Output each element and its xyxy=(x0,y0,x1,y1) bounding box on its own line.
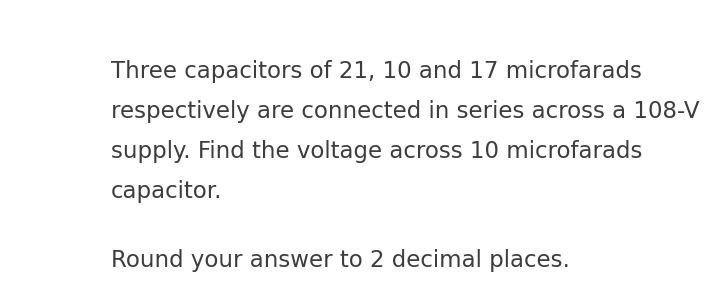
Text: Round your answer to 2 decimal places.: Round your answer to 2 decimal places. xyxy=(111,249,570,272)
Text: respectively are connected in series across a 108-V: respectively are connected in series acr… xyxy=(111,100,700,123)
Text: Three capacitors of 21, 10 and 17 microfarads: Three capacitors of 21, 10 and 17 microf… xyxy=(111,60,642,83)
Text: capacitor.: capacitor. xyxy=(111,180,222,203)
Text: supply. Find the voltage across 10 microfarads: supply. Find the voltage across 10 micro… xyxy=(111,140,642,163)
